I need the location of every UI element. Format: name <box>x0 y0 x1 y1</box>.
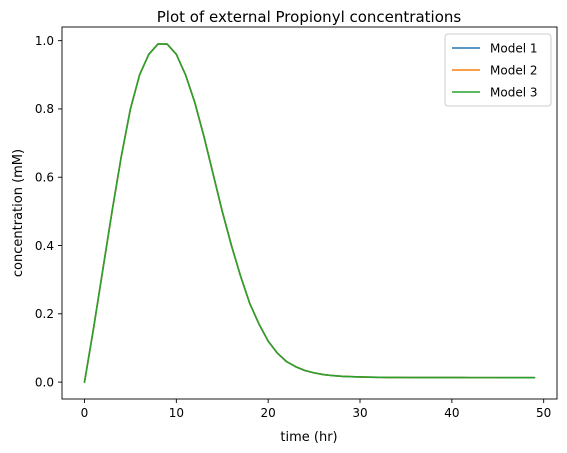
y-axis-label: concentration (mM) <box>11 149 26 277</box>
x-tick-label: 40 <box>444 406 459 420</box>
x-tick-label: 50 <box>536 406 551 420</box>
legend-label: Model 3 <box>490 86 537 100</box>
legend-box <box>444 33 552 107</box>
legend-label: Model 1 <box>490 42 537 56</box>
y-tick-label: 0.2 <box>35 307 54 321</box>
y-axis-ticks: 0.0 0.2 0.4 0.6 0.8 1.0 <box>35 34 62 389</box>
y-tick-label: 1.0 <box>35 34 54 48</box>
y-tick-label: 0.4 <box>35 239 54 253</box>
plot-frame <box>61 26 558 400</box>
series-lines <box>83 43 536 383</box>
x-tick-label: 30 <box>352 406 367 420</box>
x-tick-label: 10 <box>169 406 184 420</box>
x-axis-label: time (hr) <box>280 430 337 445</box>
y-tick-label: 0.8 <box>35 102 54 116</box>
x-tick-label: 0 <box>81 406 89 420</box>
y-tick-label: 0.6 <box>35 171 54 185</box>
y-tick-label: 0.0 <box>35 375 54 389</box>
chart-title: Plot of external Propionyl concentration… <box>157 8 462 26</box>
legend: Model 1 Model 2 Model 3 <box>444 33 552 107</box>
x-tick-label: 20 <box>261 406 276 420</box>
x-axis-ticks: 0 10 20 30 40 50 <box>81 399 551 420</box>
legend-label: Model 2 <box>490 64 537 78</box>
series-line-model-3 <box>83 43 536 383</box>
